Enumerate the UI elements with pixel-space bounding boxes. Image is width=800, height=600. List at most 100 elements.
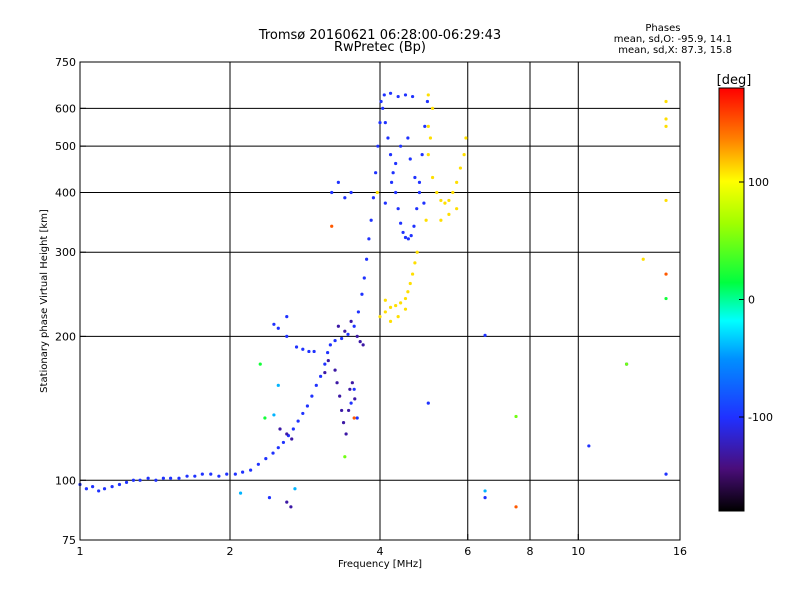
data-point (664, 296, 668, 301)
data-point (514, 414, 518, 419)
data-point (307, 349, 311, 354)
data-point (290, 437, 294, 441)
x-axis-label: Frequency [MHz] (338, 559, 422, 570)
data-point (396, 94, 400, 99)
data-point (388, 91, 393, 95)
y-tick-label: 75 (62, 534, 76, 547)
data-point (483, 333, 487, 337)
data-point (435, 190, 439, 195)
data-point (352, 324, 356, 328)
data-point (326, 350, 330, 355)
data-point (285, 334, 289, 338)
data-point (348, 387, 352, 391)
x-tick-label: 4 (377, 545, 384, 558)
axis-ticks: 1 2 4 6 8 10 16 75 100 200 300 400 500 600 750 (55, 56, 687, 558)
data-point (362, 276, 366, 280)
data-point (430, 106, 435, 110)
data-point (408, 281, 412, 286)
data-point (347, 408, 351, 413)
data-point (146, 476, 150, 480)
data-point (394, 303, 398, 308)
data-point (278, 427, 282, 431)
data-point (386, 136, 390, 140)
data-point (343, 455, 347, 459)
data-point (276, 446, 280, 450)
data-point (424, 218, 428, 222)
data-point (338, 394, 342, 398)
data-point (514, 505, 518, 509)
colorbar-tick-label: 100 (748, 176, 769, 189)
data-point (379, 99, 383, 104)
data-point (388, 319, 393, 323)
data-point (264, 457, 268, 461)
data-point (296, 419, 300, 423)
data-point (323, 362, 327, 366)
data-point (483, 495, 487, 500)
data-point (102, 487, 107, 491)
data-point (349, 401, 353, 405)
data-point (185, 474, 189, 478)
data-point (225, 472, 229, 476)
data-point (350, 381, 354, 385)
data-point (340, 408, 344, 413)
data-points (78, 91, 668, 509)
data-point (403, 93, 408, 97)
data-point (161, 476, 165, 480)
colorbar-label: [deg] (717, 73, 752, 88)
data-point (399, 144, 403, 148)
data-point (417, 180, 422, 184)
data-point (355, 416, 359, 420)
data-point (367, 237, 371, 241)
data-point (360, 292, 364, 296)
data-point (285, 432, 289, 436)
colorbar-tick-label: -100 (748, 411, 773, 424)
data-point (352, 387, 356, 391)
data-point (272, 322, 276, 326)
data-point (664, 272, 668, 276)
data-point (426, 93, 430, 97)
data-point (124, 480, 129, 484)
data-point (443, 201, 447, 205)
x-tick-label: 6 (464, 545, 471, 558)
data-point (271, 451, 275, 455)
data-point (335, 381, 339, 385)
data-point (200, 472, 204, 476)
data-point (355, 334, 359, 338)
data-point (361, 343, 365, 347)
data-point (358, 340, 362, 344)
data-point (333, 338, 337, 343)
chart-title: Tromsø 20160621 06:28:00-06:29:43 (258, 28, 502, 43)
data-point (396, 207, 400, 211)
data-point (356, 310, 360, 314)
data-point (233, 472, 237, 476)
data-point (263, 416, 267, 420)
stats-o-mode: mean, sd,O: -95.9, 14.1 (613, 34, 732, 45)
data-point (423, 124, 427, 128)
data-point (154, 478, 158, 482)
colorbar-ticks: 100 0 -100 (739, 176, 773, 424)
data-point (420, 153, 424, 157)
data-point (415, 250, 419, 254)
data-point (343, 329, 347, 333)
data-point (439, 218, 443, 222)
data-point (406, 290, 410, 294)
data-point (409, 233, 413, 238)
data-point (412, 224, 416, 228)
colorbar-tick-label: 0 (748, 294, 755, 307)
data-point (258, 362, 262, 366)
data-point (84, 487, 88, 491)
data-point (336, 180, 340, 184)
data-point (138, 478, 142, 482)
data-point (374, 171, 378, 175)
data-point (378, 121, 382, 125)
data-point (394, 190, 398, 195)
grid (80, 62, 680, 540)
data-point (177, 476, 181, 480)
data-point (294, 345, 299, 349)
data-point (312, 349, 316, 354)
data-point (464, 136, 468, 140)
data-point (169, 476, 173, 480)
data-point (310, 394, 314, 398)
data-point (389, 180, 394, 184)
